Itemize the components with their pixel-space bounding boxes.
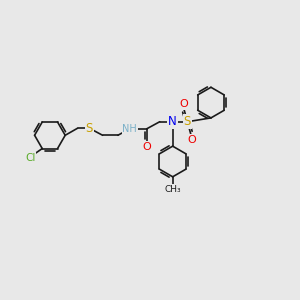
Text: N: N — [168, 115, 177, 128]
Text: S: S — [184, 115, 191, 128]
Text: NH: NH — [122, 124, 137, 134]
Text: O: O — [142, 142, 151, 152]
Text: CH₃: CH₃ — [164, 185, 181, 194]
Text: S: S — [86, 122, 93, 135]
Text: O: O — [187, 135, 196, 145]
Text: O: O — [179, 99, 188, 109]
Text: Cl: Cl — [25, 153, 36, 163]
